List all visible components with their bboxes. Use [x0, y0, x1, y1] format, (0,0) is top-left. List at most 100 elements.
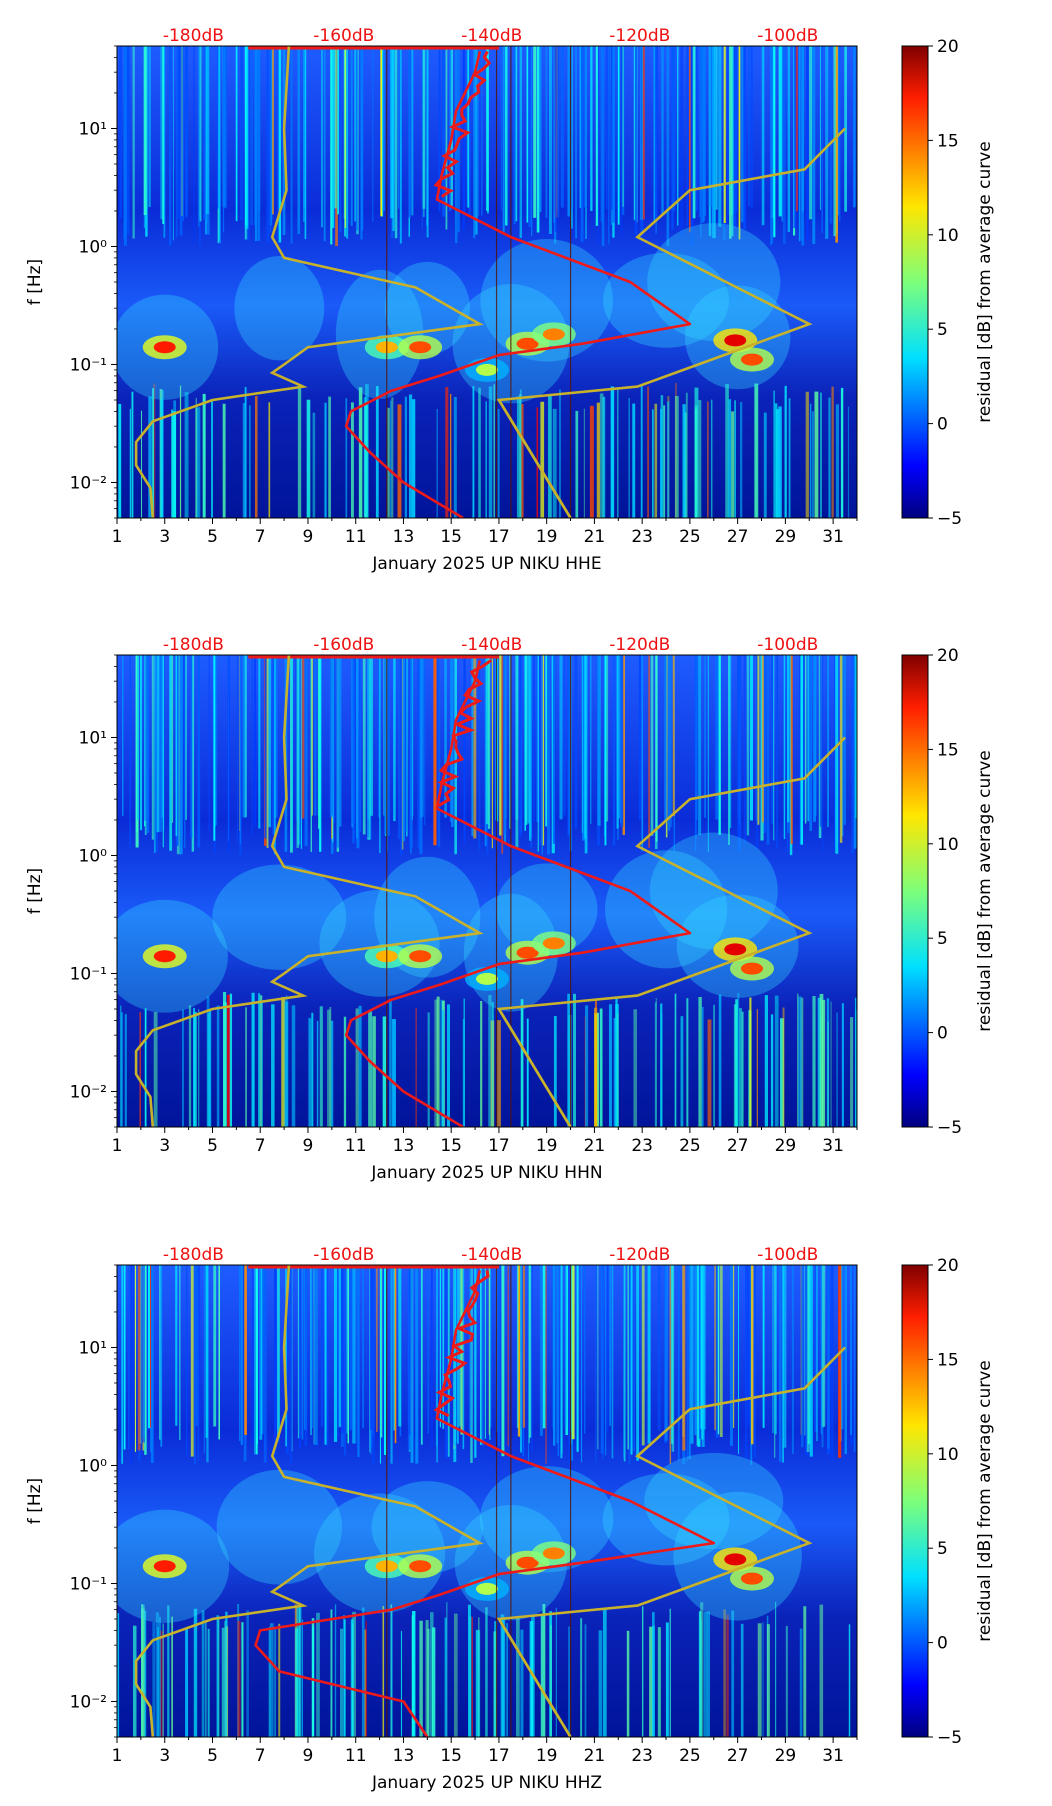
noise-model-segment — [497, 1008, 572, 1127]
noise-streak — [203, 1265, 206, 1454]
noise-streak — [195, 398, 197, 518]
noise-streak — [599, 393, 604, 518]
noise-streak — [478, 655, 481, 850]
noise-streak — [150, 1265, 154, 1463]
y-tick-label: 10⁻² — [70, 1692, 107, 1712]
db-scale-label: -160dB — [313, 1245, 374, 1265]
average-psd-curve — [254, 1270, 716, 1737]
colorbar-tick-label: 5 — [937, 320, 948, 340]
noise-streak — [570, 46, 573, 229]
x-tick-label: 9 — [303, 1746, 314, 1766]
noise-streak — [172, 411, 177, 518]
energy-spot-core — [542, 328, 565, 341]
noise-streak — [371, 1265, 375, 1437]
noise-streak — [548, 394, 552, 518]
noise-streak — [384, 655, 387, 837]
noise-streak — [349, 1265, 353, 1431]
noise-streak — [301, 1265, 304, 1440]
colorbar-tick-label: 0 — [937, 1634, 948, 1654]
noise-streak — [162, 1623, 164, 1737]
noise-streak — [557, 46, 560, 218]
x-tick-label: 1 — [112, 1136, 123, 1156]
noise-streak — [648, 655, 650, 848]
noise-streak — [382, 1605, 385, 1737]
x-tick-label: 15 — [440, 1746, 462, 1766]
noise-streak — [499, 1265, 501, 1433]
noise-streak — [751, 1265, 754, 1445]
noise-streak — [207, 1628, 210, 1737]
noise-streak — [594, 1013, 598, 1127]
noise-streak — [774, 1265, 777, 1435]
noise-streak — [507, 1265, 509, 1446]
noise-streak — [268, 1626, 271, 1737]
noise-streak — [515, 1617, 520, 1737]
noise-streak — [738, 655, 741, 826]
noise-streak — [734, 400, 736, 518]
noise-streak — [406, 655, 408, 837]
noise-streak — [783, 1265, 787, 1448]
noise-streak — [700, 1619, 702, 1737]
noise-streak — [239, 655, 242, 845]
noise-streak — [326, 1265, 329, 1446]
noise-streak — [657, 1627, 661, 1737]
noise-streak — [641, 655, 644, 852]
noise-streak — [411, 1611, 416, 1737]
noise-streak — [375, 386, 379, 518]
noise-streak — [632, 403, 636, 518]
noise-streak — [660, 1003, 663, 1127]
noise-streak — [237, 1620, 241, 1737]
noise-streak — [606, 1265, 609, 1434]
colorbar-tick-label: 15 — [937, 131, 959, 151]
noise-streak — [598, 1630, 603, 1737]
noise-streak — [801, 46, 803, 241]
noise-streak — [241, 1622, 244, 1737]
noise-streak — [481, 46, 483, 216]
noise-streak — [670, 1265, 674, 1444]
energy-spot-core — [516, 337, 539, 350]
noise-streak — [698, 1611, 702, 1737]
noise-streak — [445, 1265, 448, 1458]
noise-streak — [491, 1002, 494, 1127]
noise-streak — [595, 1265, 597, 1463]
noise-streak — [412, 399, 416, 518]
noise-streak — [304, 655, 308, 847]
average-psd-curve-hf — [437, 659, 492, 807]
noise-streak — [520, 1629, 524, 1737]
noise-streak — [853, 46, 856, 208]
noise-streak — [836, 1012, 838, 1127]
noise-streak — [493, 1631, 497, 1737]
noise-streak — [144, 655, 147, 821]
noise-streak — [816, 1265, 818, 1441]
noise-streak — [783, 655, 786, 840]
noise-streak — [193, 1007, 196, 1127]
noise-streak — [394, 46, 398, 239]
noise-streak — [641, 1606, 644, 1737]
noise-streak — [502, 46, 505, 232]
noise-streak — [438, 46, 441, 212]
noise-streak — [269, 46, 272, 233]
noise-streak — [338, 1265, 342, 1428]
noise-streak — [447, 1004, 450, 1127]
noise-streak — [152, 1622, 156, 1737]
noise-streak — [285, 1265, 287, 1447]
noise-streak — [362, 1265, 364, 1429]
noise-streak — [497, 1020, 501, 1127]
noise-streak — [482, 1265, 484, 1447]
noise-streak — [216, 1005, 220, 1127]
noise-streak — [180, 655, 183, 854]
noise-streak — [600, 1265, 604, 1454]
noise-streak — [182, 1009, 184, 1127]
noise-streak — [408, 394, 413, 518]
noise-streak — [682, 404, 686, 518]
noise-streak — [240, 1265, 243, 1445]
noise-streak — [239, 1265, 241, 1442]
colorbar-tick-label: 0 — [937, 415, 948, 435]
noise-streak — [704, 46, 706, 216]
noise-streak — [615, 1004, 619, 1127]
noise-streak — [655, 998, 657, 1127]
noise-streak — [531, 1265, 533, 1452]
noise-streak — [323, 46, 326, 242]
noise-streak — [582, 655, 586, 841]
noise-streak — [597, 1265, 599, 1450]
noise-streak — [804, 655, 807, 824]
